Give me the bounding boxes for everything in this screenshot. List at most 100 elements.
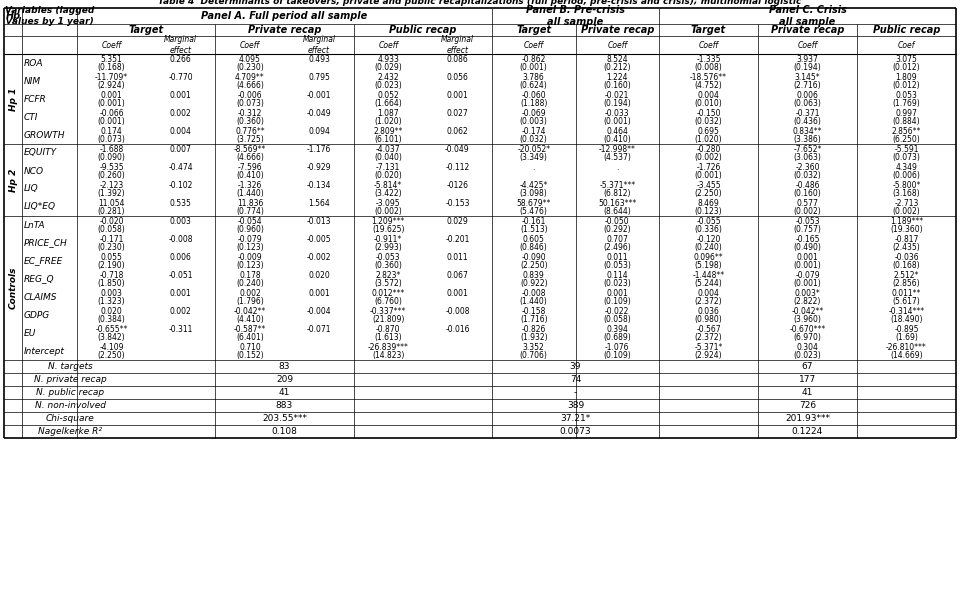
Text: (19.625): (19.625) [372, 225, 404, 234]
Text: N. targets: N. targets [48, 362, 93, 371]
Text: 0.0073: 0.0073 [560, 427, 591, 436]
Text: -0.021: -0.021 [605, 91, 630, 100]
Text: -0.165: -0.165 [795, 235, 820, 244]
Text: -8.569**: -8.569** [234, 146, 266, 154]
Text: Target: Target [129, 25, 164, 35]
Text: (1.323): (1.323) [98, 297, 126, 306]
Text: (0.001): (0.001) [695, 171, 722, 180]
Text: Coeff: Coeff [699, 41, 718, 50]
Text: (0.090): (0.090) [98, 153, 126, 162]
Text: -0.008: -0.008 [521, 289, 546, 298]
Text: Coeff: Coeff [608, 41, 627, 50]
Text: (14.669): (14.669) [890, 351, 923, 360]
Text: 0.795: 0.795 [308, 73, 330, 82]
Text: 0.997: 0.997 [896, 109, 918, 119]
Text: (0.053): (0.053) [603, 261, 631, 270]
Text: (5.476): (5.476) [519, 207, 548, 216]
Text: -0.049: -0.049 [307, 109, 331, 119]
Text: -0.587**: -0.587** [234, 325, 266, 334]
Text: NCO: NCO [24, 166, 44, 176]
Text: (6.760): (6.760) [374, 297, 402, 306]
Text: (0.168): (0.168) [893, 261, 921, 270]
Text: Public recap: Public recap [389, 25, 457, 35]
Text: -0.060: -0.060 [521, 91, 546, 100]
Text: Controls: Controls [9, 266, 17, 309]
Text: -2.713: -2.713 [895, 200, 919, 208]
Text: (0.410): (0.410) [236, 171, 264, 180]
Text: -26.839***: -26.839*** [368, 343, 409, 352]
Text: -0.009: -0.009 [238, 253, 262, 262]
Text: (0.230): (0.230) [98, 243, 126, 252]
Text: 11.836: 11.836 [237, 200, 263, 208]
Text: (0.002): (0.002) [695, 153, 722, 162]
Text: (0.884): (0.884) [893, 117, 921, 126]
Text: -0.033: -0.033 [605, 109, 630, 119]
Text: 0.002: 0.002 [170, 307, 192, 316]
Text: -0.474: -0.474 [168, 163, 193, 173]
Text: 0.001: 0.001 [607, 289, 628, 298]
Text: (0.123): (0.123) [236, 243, 264, 252]
Text: -4.109: -4.109 [99, 343, 124, 352]
Text: (0.123): (0.123) [695, 207, 722, 216]
Text: 3.075: 3.075 [896, 55, 918, 64]
Text: 203.55***: 203.55*** [262, 414, 307, 423]
Text: 0.707: 0.707 [607, 235, 628, 244]
Text: (6.812): (6.812) [604, 189, 631, 198]
Text: -7.131: -7.131 [376, 163, 400, 173]
Text: (0.281): (0.281) [98, 207, 126, 216]
Text: (0.410): (0.410) [604, 135, 631, 144]
Text: -0.826: -0.826 [521, 325, 546, 334]
Text: (0.003): (0.003) [519, 117, 548, 126]
Text: N. public recap: N. public recap [36, 388, 105, 397]
Text: -0.670***: -0.670*** [789, 325, 826, 334]
Text: 389: 389 [566, 401, 584, 410]
Text: (4.410): (4.410) [236, 315, 264, 324]
Text: -12.998**: -12.998** [599, 146, 636, 154]
Text: (0.240): (0.240) [236, 279, 264, 288]
Text: GROWTH: GROWTH [24, 131, 65, 139]
Text: -0.112: -0.112 [445, 163, 469, 173]
Text: 4.095: 4.095 [239, 55, 261, 64]
Text: -0.895: -0.895 [895, 325, 919, 334]
Text: 0.053: 0.053 [896, 91, 918, 100]
Text: 1.189***: 1.189*** [890, 217, 924, 227]
Text: 1.209***: 1.209*** [372, 217, 405, 227]
Text: -0.042**: -0.042** [791, 307, 824, 316]
Text: (0.160): (0.160) [604, 81, 631, 90]
Text: 2.432: 2.432 [377, 73, 399, 82]
Text: -0.079: -0.079 [795, 271, 820, 280]
Text: Nagelkerke R²: Nagelkerke R² [38, 427, 103, 436]
Text: -0.120: -0.120 [696, 235, 721, 244]
Text: 0.027: 0.027 [446, 109, 468, 119]
Text: (5.198): (5.198) [695, 261, 722, 270]
Text: -26.810***: -26.810*** [886, 343, 926, 352]
Text: (21.809): (21.809) [372, 315, 404, 324]
Text: Coeff: Coeff [102, 41, 122, 50]
Text: -0.069: -0.069 [521, 109, 546, 119]
Text: 3.145*: 3.145* [795, 73, 820, 82]
Text: Variables (lagged
values by 1 year): Variables (lagged values by 1 year) [5, 6, 94, 26]
Text: 0.004: 0.004 [170, 127, 192, 136]
Text: 0.577: 0.577 [797, 200, 819, 208]
Text: 0.710: 0.710 [239, 343, 261, 352]
Text: (0.846): (0.846) [520, 243, 547, 252]
Text: CTI: CTI [24, 112, 38, 122]
Text: 0.036: 0.036 [698, 307, 719, 316]
Text: 0.052: 0.052 [377, 91, 399, 100]
Text: -4.425*: -4.425* [519, 181, 548, 190]
Text: (6.401): (6.401) [236, 333, 264, 342]
Text: -7.652*: -7.652* [793, 146, 822, 154]
Text: 83: 83 [278, 362, 290, 371]
Text: (0.436): (0.436) [794, 117, 822, 126]
Text: (1.769): (1.769) [893, 99, 921, 108]
Text: 0.535: 0.535 [170, 200, 192, 208]
Text: LIQ*EQ: LIQ*EQ [24, 203, 56, 211]
Text: (0.757): (0.757) [794, 225, 822, 234]
Text: -5.591: -5.591 [895, 146, 919, 154]
Text: -2.123: -2.123 [100, 181, 124, 190]
Text: (1.932): (1.932) [520, 333, 547, 342]
Text: 67: 67 [802, 362, 813, 371]
Text: (0.040): (0.040) [374, 153, 402, 162]
Text: 11.054: 11.054 [98, 200, 125, 208]
Text: FCFR: FCFR [24, 95, 47, 104]
